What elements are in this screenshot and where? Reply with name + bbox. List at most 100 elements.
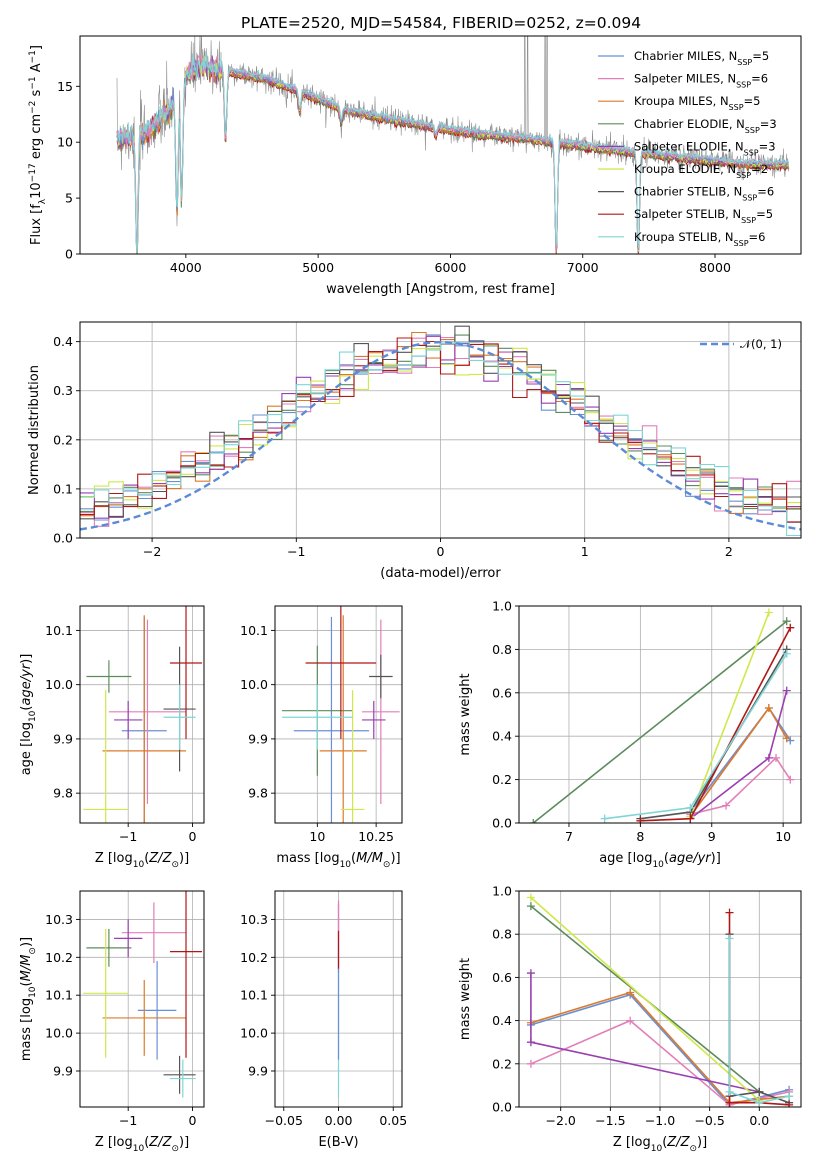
legend-label-salpeter-stelib: Salpeter STELIB, NSSP=5	[634, 207, 773, 225]
legend-label-kroupa-elodie: Kroupa ELODIE, NSSP=2	[634, 162, 768, 180]
weight-marker	[772, 753, 781, 762]
y-tick-label: 0.4	[492, 729, 512, 744]
x-tick-label: 7000	[567, 260, 599, 275]
x-tick-label: 0.00	[325, 1113, 353, 1128]
axes-frame	[79, 35, 802, 255]
x-tick-label: 7	[565, 829, 573, 844]
y-tick-label: 10.2	[45, 950, 73, 965]
y-axis-label: Normed distribution	[27, 365, 42, 495]
plot-area	[116, 36, 790, 254]
x-axis-label: (data-model)/error	[380, 566, 501, 581]
x-tick-label: −2	[143, 544, 161, 559]
weight-marker	[725, 908, 734, 917]
y-axis-label: mass weight	[458, 958, 473, 1040]
weight-series-salpeter-stelib	[636, 623, 795, 823]
x-tick-label: 0	[188, 829, 196, 844]
plot-area	[526, 893, 794, 1107]
y-tick-label: 0.0	[53, 531, 73, 546]
x-tick-label: −1	[119, 829, 137, 844]
mass-vs-extinction-panel: −0.05 0.00 0.05 9.9 10.0 10.1 10.2 10.3 E(B-V)	[240, 890, 407, 1150]
y-tick-label: 0.2	[492, 772, 512, 787]
mass-weight-vs-metallicity-panel: −2.0 −1.5 −1.0 −0.5 0.0 0.0 0.2 0.4 0.6 0.8 1.0 Z […	[458, 884, 802, 1154]
weight-marker	[526, 1038, 535, 1047]
model-spectrum-kroupa-stelib	[116, 52, 790, 254]
x-tick-label: −2.0	[546, 1113, 576, 1128]
x-tick-label: 4000	[170, 260, 202, 275]
x-tick-label: −1.0	[645, 1113, 675, 1128]
plot-area	[529, 608, 795, 823]
weight-line	[530, 896, 760, 1102]
errorbar-kroupa-stelib	[282, 684, 353, 750]
y-tick-label: 0.6	[492, 970, 512, 985]
x-tick-label: −0.5	[694, 1113, 724, 1128]
y-axis-label: age [log10(age/yr)]	[19, 654, 38, 776]
y-tick-label: 0.0	[492, 1100, 512, 1115]
y-tick-label: 1.0	[492, 599, 512, 614]
weight-marker	[764, 703, 773, 712]
model-spectrum-kroupa-elodie	[116, 57, 790, 254]
errorbar-chabrier-elodie	[86, 660, 132, 693]
plot-area	[282, 606, 400, 823]
figure-title: PLATE=2520, MJD=54584, FIBERID=0252, z=0…	[241, 14, 641, 32]
x-axis-label: Z [log10(Z/Z⊙)]	[613, 1135, 707, 1154]
x-tick-label: 8000	[699, 260, 731, 275]
y-tick-label: 0.4	[492, 1013, 512, 1028]
weight-marker	[782, 649, 791, 658]
errorbar-chabrier-miles	[137, 961, 177, 1060]
weight-marker	[686, 814, 695, 823]
legend-label-salpeter-miles: Salpeter MILES, NSSP=6	[634, 72, 768, 90]
x-tick-label: 1	[581, 544, 589, 559]
spectrum-panel: 4000 5000 6000 7000 8000 0 5 10 15 wavelength [An…	[28, 35, 802, 297]
y-tick-label: 5	[65, 191, 73, 206]
weight-marker	[755, 1087, 764, 1096]
weight-line	[689, 612, 770, 817]
weight-marker	[626, 1016, 635, 1025]
y-tick-label: 10.3	[45, 912, 73, 927]
y-tick-label: 0.4	[53, 334, 73, 349]
errorbar-salpeter-stelib	[169, 606, 203, 739]
weight-marker	[526, 902, 535, 911]
weight-marker	[782, 686, 791, 695]
weight-line	[532, 620, 788, 823]
y-tick-label: 10.2	[240, 950, 268, 965]
x-tick-label: −1	[287, 544, 305, 559]
x-tick-label: −1.5	[595, 1113, 625, 1128]
legend-label-kroupa-miles: Kroupa MILES, NSSP=5	[634, 94, 760, 112]
y-axis-label: mass [log10(M/M⊙)]	[19, 937, 38, 1061]
errorbar-salpeter-stelib	[169, 891, 203, 1058]
weight-marker	[526, 893, 535, 902]
weight-line	[728, 938, 790, 1104]
y-tick-label: 1.0	[492, 884, 512, 899]
y-axis-label: Flux [fλ10−17 erg cm−2 s−1 A−1]	[28, 45, 48, 245]
y-tick-label: 15	[57, 79, 73, 94]
errorbar-salpeter-miles	[362, 619, 400, 805]
x-tick-label: 0	[437, 544, 445, 559]
errorbar-kroupa-miles	[102, 615, 187, 823]
y-tick-label: 10.0	[45, 677, 73, 692]
weight-marker	[725, 1098, 734, 1107]
errorbar-salpeter-elodie	[114, 919, 143, 958]
y-tick-label: 10.0	[240, 677, 268, 692]
age-vs-mass-panel: 10 10.25 9.8 9.9 10.0 10.1 mass [log10(M/M⊙)]	[240, 605, 403, 870]
weight-line	[640, 627, 792, 822]
model-spectrum-salpeter-miles	[116, 53, 789, 254]
x-tick-label: 10.25	[358, 829, 394, 844]
x-tick-label: 10	[775, 829, 791, 844]
errorbar-kroupa-elodie	[340, 690, 365, 823]
weight-marker	[529, 819, 538, 823]
y-tick-label: 9.9	[53, 1064, 73, 1079]
y-tick-label: 10.1	[240, 988, 268, 1003]
errorbar-chabrier-elodie	[86, 928, 132, 967]
errorbar-kroupa-stelib	[163, 684, 196, 750]
errorbar-salpeter-elodie	[114, 700, 143, 739]
weight-marker	[686, 803, 695, 812]
weight-marker	[764, 753, 773, 762]
y-tick-label: 0.6	[492, 685, 512, 700]
age-vs-metallicity-panel: −1 0 9.8 9.9 10.0 10.1 Z [log10(Z/Z⊙)] age [log…	[19, 605, 205, 870]
legend-label-salpeter-elodie: Salpeter ELODIE, NSSP=3	[634, 139, 776, 157]
legend-label-normal: 𝒩(0, 1)	[740, 337, 782, 351]
y-tick-label: 0	[65, 247, 73, 262]
legend-label-chabrier-elodie: Chabrier ELODIE, NSSP=3	[634, 117, 777, 135]
x-tick-label: 0	[188, 1113, 196, 1128]
errorbar-salpeter-miles	[108, 619, 187, 805]
